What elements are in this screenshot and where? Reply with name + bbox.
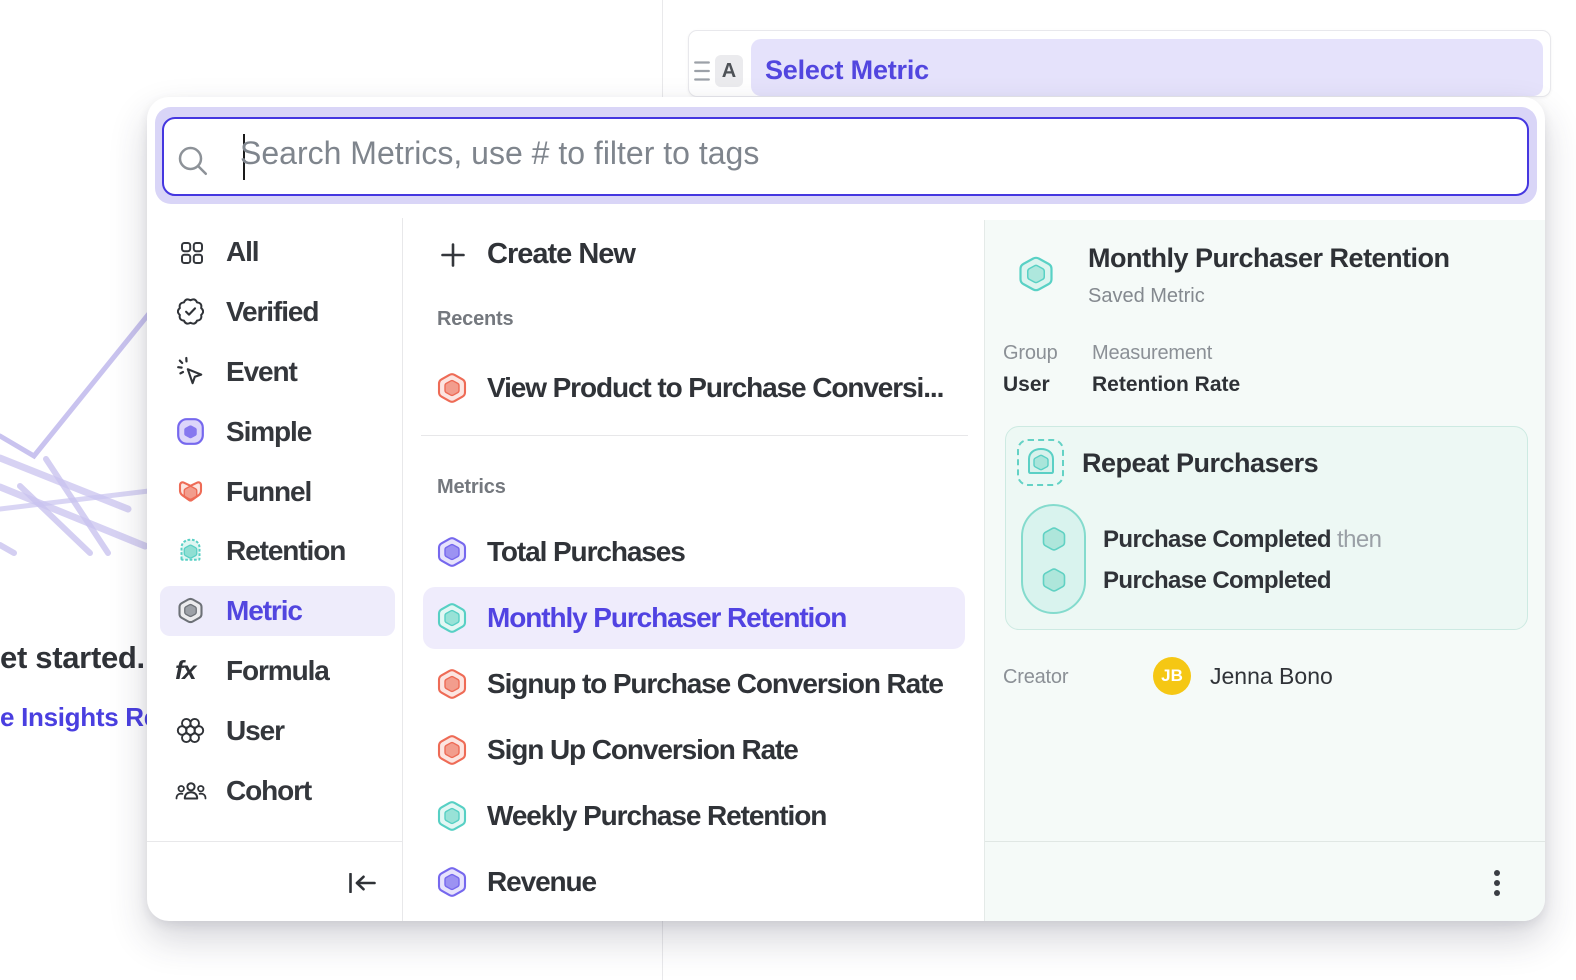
svg-text:fx: fx [175, 656, 198, 685]
